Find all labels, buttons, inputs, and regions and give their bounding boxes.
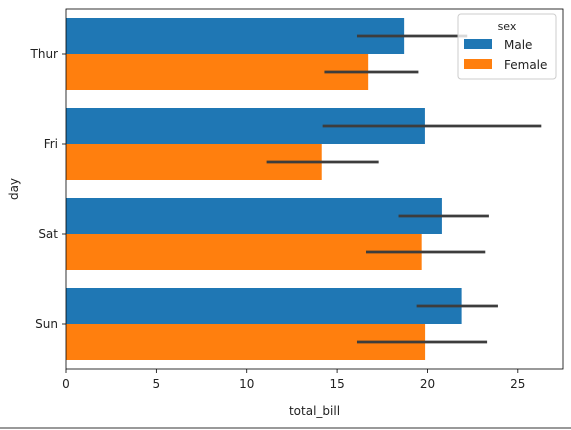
x-axis-ticks: 0 5 10 15 20 25	[62, 369, 525, 391]
bars-layer	[66, 18, 462, 360]
bar-male-sun	[66, 288, 462, 324]
y-tick-label-sat: Sat	[38, 227, 58, 241]
plot-frame	[65, 8, 564, 370]
x-tick-label-15: 15	[329, 377, 344, 391]
y-tick-label-fri: Fri	[44, 137, 58, 151]
bar-male-thur	[66, 18, 405, 54]
legend-label-female: Female	[504, 58, 547, 72]
errorbars-layer	[266, 34, 542, 344]
legend-items: Male Female	[464, 38, 547, 72]
bar-female-thur	[66, 54, 369, 90]
x-tick-label-5: 5	[153, 377, 161, 391]
legend-title: sex	[498, 20, 517, 33]
y-tick-label-sun: Sun	[35, 317, 58, 331]
bar-male-sat	[66, 198, 442, 234]
x-tick-label-20: 20	[420, 377, 435, 391]
bar-female-sat	[66, 234, 422, 270]
y-tick-label-thur: Thur	[30, 47, 59, 61]
legend-swatch-male	[464, 39, 492, 49]
x-axis-label: total_bill	[289, 404, 340, 418]
legend: sex Male Female	[457, 13, 557, 80]
x-tick-label-10: 10	[239, 377, 254, 391]
y-axis-ticks: Thur Fri Sat Sun	[30, 47, 66, 331]
x-tick-label-0: 0	[62, 377, 70, 391]
legend-label-male: Male	[504, 38, 532, 52]
legend-swatch-female	[464, 59, 492, 69]
x-tick-label-25: 25	[510, 377, 525, 391]
y-axis-label: day	[7, 178, 21, 200]
